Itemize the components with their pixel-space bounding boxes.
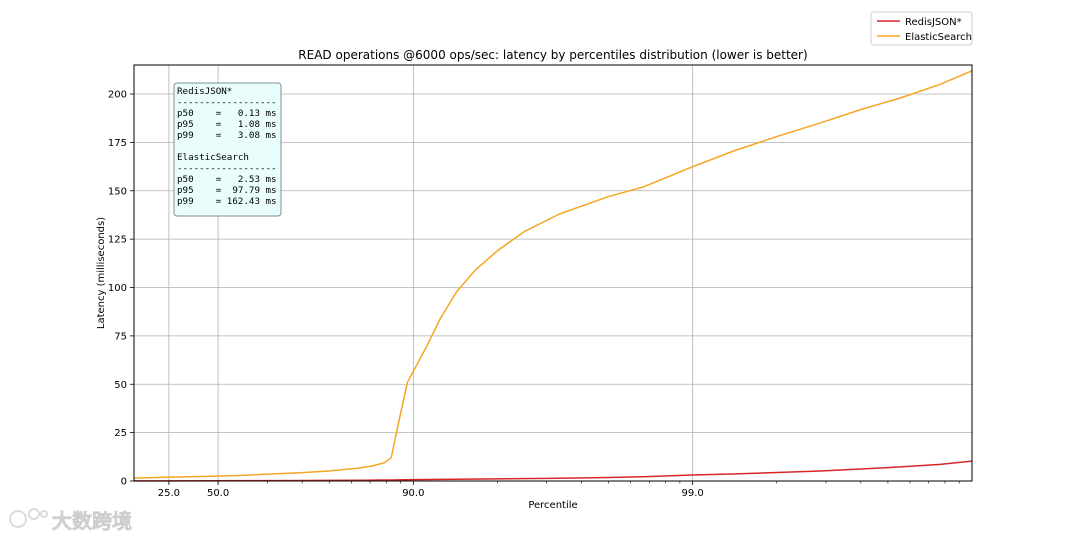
y-tick-label: 25 (114, 428, 127, 439)
y-tick-label: 150 (108, 186, 127, 197)
summary-line: ------------------ (177, 97, 277, 108)
summary-line: p50 = 2.53 ms (177, 174, 277, 185)
plot-frame (133, 64, 973, 482)
chart-title: READ operations @6000 ops/sec: latency b… (298, 48, 807, 62)
x-axis: 25.0 50.0 90.0 99.0 (158, 481, 960, 499)
legend-label-redisjson: RedisJSON* (905, 17, 962, 28)
summary-line: p99 = 162.43 ms (177, 196, 277, 207)
x-tick-label: 50.0 (207, 488, 229, 499)
x-axis-label: Percentile (528, 500, 577, 511)
watermark-logo-icon (9, 508, 48, 528)
watermark: 大数跨境 (9, 508, 132, 533)
summary-line: p95 = 97.79 ms (177, 185, 277, 196)
summary-line: p95 = 1.08 ms (177, 119, 277, 130)
y-tick-label: 100 (108, 283, 127, 294)
y-axis: 0 25 50 75 100 125 150 175 200 (108, 90, 134, 488)
summary-line: ------------------ (177, 163, 277, 174)
x-tick-label: 99.0 (682, 488, 704, 499)
y-tick-label: 175 (108, 138, 127, 149)
y-tick-label: 0 (121, 477, 127, 488)
y-tick-label: 200 (108, 90, 127, 101)
legend-label-elasticsearch: ElasticSearch (905, 32, 972, 43)
y-tick-label: 50 (114, 380, 127, 391)
summary-line: RedisJSON* (177, 86, 232, 97)
x-tick-label: 90.0 (402, 488, 424, 499)
legend: RedisJSON* ElasticSearch (870, 11, 973, 46)
y-tick-label: 75 (114, 331, 127, 342)
series-line-elasticsearch (133, 70, 973, 479)
summary-line: p99 = 3.08 ms (177, 130, 277, 141)
y-tick-label: 125 (108, 235, 127, 246)
y-axis-label: Latency (milliseconds) (96, 217, 107, 329)
summary-line: ElasticSearch (177, 152, 249, 163)
percentile-summary-box: RedisJSON*------------------p50 = 0.13 m… (173, 82, 282, 217)
summary-box-background (173, 82, 282, 217)
series-line-redisjson (133, 460, 973, 482)
summary-line: p50 = 0.13 ms (177, 108, 277, 119)
x-tick-label: 25.0 (158, 488, 180, 499)
watermark-text: 大数跨境 (52, 509, 132, 533)
